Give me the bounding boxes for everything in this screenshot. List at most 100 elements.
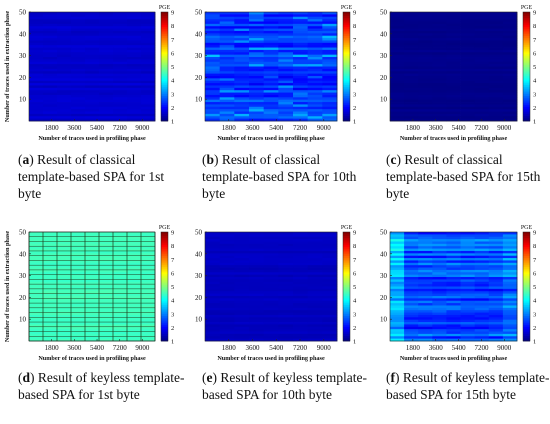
heatmap-cell <box>71 322 86 325</box>
colorbar-step <box>161 104 168 107</box>
colorbar-step <box>161 46 168 49</box>
heatmap-cell <box>278 336 294 340</box>
heatmap-cell <box>99 61 114 65</box>
heatmap-cell <box>460 265 476 268</box>
heatmap-cell <box>404 75 419 79</box>
colorbar-step <box>523 104 530 107</box>
heatmap-cell <box>43 333 58 337</box>
colorbar-step <box>343 26 350 29</box>
colorbar-step <box>161 84 168 87</box>
colorbar-step <box>343 46 350 49</box>
heatmap-cell <box>234 262 250 266</box>
heatmap-cell <box>219 12 235 15</box>
heatmap-cell <box>85 324 100 328</box>
heatmap-cell <box>307 298 323 302</box>
heatmap-cell <box>85 71 100 75</box>
heatmap-cell <box>234 40 250 44</box>
heatmap-cell <box>57 92 72 96</box>
heatmap-cell <box>446 331 461 335</box>
heatmap-cell <box>263 47 279 51</box>
heatmap-cell <box>474 54 490 58</box>
heatmap-cell <box>249 265 265 268</box>
heatmap-cell <box>234 239 250 242</box>
heatmap-cell <box>263 87 279 91</box>
heatmap-cell <box>446 291 461 295</box>
heatmap-cell <box>307 28 323 32</box>
heatmap-cell <box>502 21 518 25</box>
heatmap-cell <box>460 253 476 257</box>
colorbar-step <box>343 17 350 20</box>
heatmap-cell <box>57 59 72 63</box>
colorbar-step <box>343 319 350 322</box>
colorbar-step <box>161 106 168 109</box>
colorbar-step <box>161 15 168 18</box>
heatmap-cell <box>293 42 309 46</box>
heatmap-cell <box>502 33 518 37</box>
heatmap-cell <box>113 16 128 20</box>
heatmap-cell <box>127 255 142 259</box>
heatmap-cell <box>234 49 250 53</box>
heatmap-cell <box>488 52 504 56</box>
heatmap-cell <box>474 246 490 249</box>
heatmap-cell <box>234 28 250 32</box>
heatmap-cell <box>488 14 504 18</box>
heatmap-cell <box>390 279 405 283</box>
heatmap-cell <box>29 277 44 280</box>
heatmap-cell <box>390 324 405 328</box>
colorbar-step <box>343 257 350 260</box>
heatmap-cell <box>502 16 518 20</box>
heatmap-cell <box>43 255 58 259</box>
colorbar-step <box>161 115 168 118</box>
heatmap-cell <box>141 109 156 112</box>
heatmap-cell <box>219 265 235 268</box>
colorbar-step <box>343 253 350 257</box>
heatmap-cell <box>390 21 405 25</box>
heatmap-cell <box>85 47 100 51</box>
heatmap-cell <box>113 42 128 46</box>
heatmap-cell <box>71 33 86 37</box>
heatmap-cell <box>29 92 44 96</box>
heatmap-cell <box>460 305 476 309</box>
heatmap-cell <box>263 274 279 278</box>
heatmap-cell <box>293 57 309 60</box>
heatmap-cell <box>234 269 250 273</box>
heatmap-cell <box>474 73 490 77</box>
heatmap-cell <box>460 23 476 27</box>
heatmap-cell <box>29 281 44 285</box>
heatmap-cell <box>474 12 490 15</box>
heatmap-cell <box>404 68 419 72</box>
heatmap-cell <box>219 33 235 37</box>
heatmap-cell <box>446 85 461 89</box>
heatmap-cell <box>446 30 461 34</box>
heatmap-cell <box>249 30 265 34</box>
heatmap-cell <box>502 329 518 332</box>
heatmap-cell <box>418 265 433 268</box>
heatmap-cell <box>446 246 461 249</box>
x-tick-label: 9000 <box>317 344 332 352</box>
heatmap-cell <box>219 87 235 91</box>
heatmap-cell <box>293 243 309 247</box>
heatmap-cell <box>219 54 235 58</box>
heatmap-cell <box>219 113 235 117</box>
heatmap-cell <box>404 236 419 240</box>
heatmap-cell <box>390 38 405 41</box>
heatmap-cell <box>205 326 221 330</box>
heatmap-cell <box>293 319 309 323</box>
heatmap-cell <box>488 250 504 254</box>
heatmap-cell <box>85 78 100 82</box>
heatmap-cell <box>278 66 294 70</box>
colorbar-step <box>343 90 350 93</box>
colorbar-step <box>161 273 168 276</box>
heatmap-cell <box>293 232 309 235</box>
heatmap-cell <box>390 12 405 15</box>
heatmap-cell <box>219 59 235 63</box>
caption-tag: f <box>390 370 396 385</box>
heatmap-cell <box>57 329 72 332</box>
heatmap-cell <box>71 277 86 280</box>
heatmap-cell <box>432 111 447 115</box>
heatmap-cell <box>446 14 461 18</box>
heatmap-cell <box>57 68 72 72</box>
heatmap-cell <box>474 75 490 79</box>
heatmap-cell <box>293 104 309 108</box>
heatmap-cell <box>43 47 58 51</box>
